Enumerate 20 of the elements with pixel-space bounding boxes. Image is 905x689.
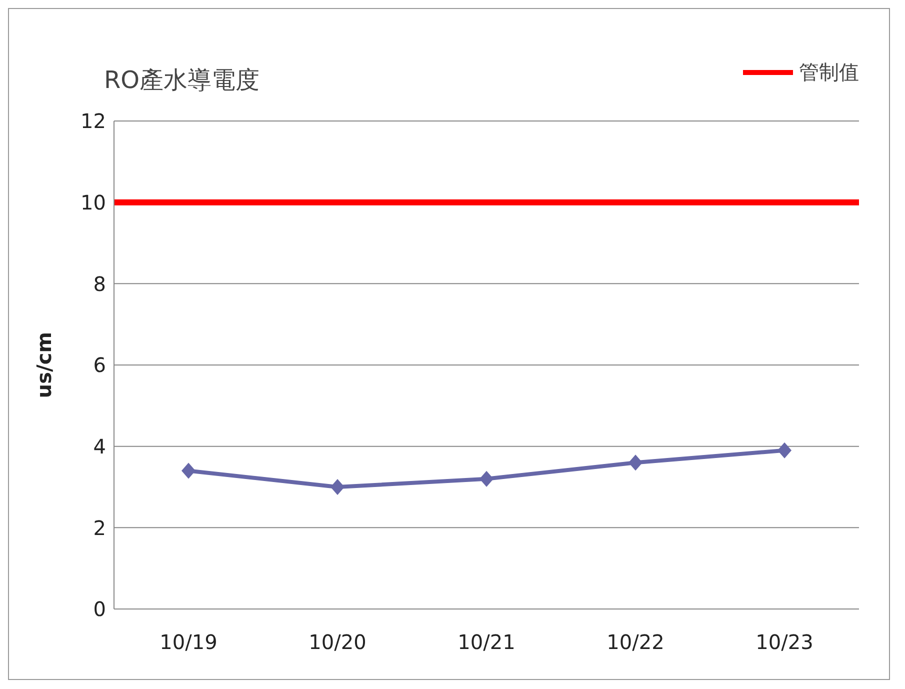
x-tick-label: 10/22 xyxy=(606,630,664,654)
y-tick-label: 12 xyxy=(80,109,106,134)
y-axis-title: us/cm xyxy=(32,332,56,398)
point xyxy=(330,479,344,495)
y-tick-label: 4 xyxy=(93,434,106,458)
y-tick-label: 8 xyxy=(93,272,106,296)
y-tick-label: 0 xyxy=(93,597,106,622)
y-tick-label: 6 xyxy=(93,353,106,378)
chart-title: RO產水導電度 xyxy=(104,65,260,96)
point xyxy=(480,470,494,487)
y-tick-label: 2 xyxy=(93,516,106,540)
x-tick-label: 10/20 xyxy=(308,630,366,654)
x-tick-label: 10/23 xyxy=(756,630,814,654)
point xyxy=(182,462,196,479)
x-tick-label: 10/21 xyxy=(458,630,516,654)
point xyxy=(778,442,792,458)
x-tick-label: 10/19 xyxy=(160,630,218,654)
point xyxy=(628,454,642,471)
y-tick-label: 10 xyxy=(80,190,106,214)
legend-label: 管制值 xyxy=(799,59,859,86)
